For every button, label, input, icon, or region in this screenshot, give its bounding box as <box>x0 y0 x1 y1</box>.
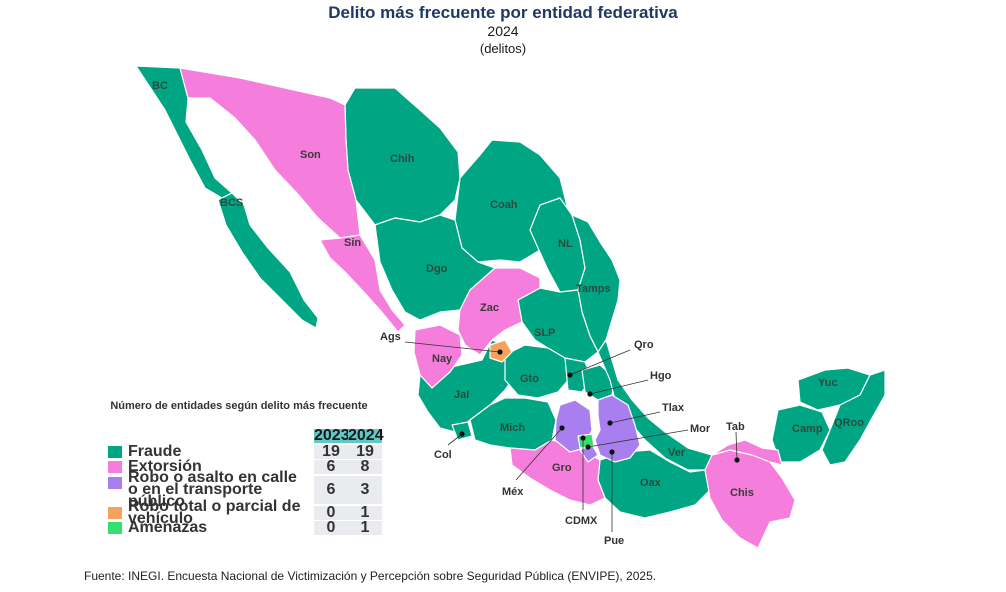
legend-title: Número de entidades según delito más fre… <box>110 400 368 412</box>
legend-swatch-robo-vehiculo <box>108 507 122 519</box>
legend-label: Extorsión <box>128 458 202 475</box>
callout-label: Tab <box>726 421 745 433</box>
legend-value: 6 <box>314 459 348 475</box>
map-label: Jal <box>454 389 469 401</box>
legend-label: Fraude <box>128 443 182 460</box>
legend-label: Robo o asalto en calle o en el transport… <box>128 469 297 510</box>
callout-label: CDMX <box>565 515 598 527</box>
callout-label: Pue <box>604 535 624 547</box>
map-label: Dgo <box>426 263 448 275</box>
state-col <box>451 421 473 441</box>
legend-value: 3 <box>348 476 382 504</box>
state-nay <box>413 324 463 389</box>
map-label: Oax <box>640 477 662 489</box>
map-label: QRoo <box>834 417 864 429</box>
legend-value: 0 <box>314 505 348 521</box>
map-label: SLP <box>534 327 555 339</box>
map-label: Coah <box>490 199 518 211</box>
callout-label: Qro <box>634 339 654 351</box>
map-label: Son <box>300 149 321 161</box>
map-label: Chih <box>390 153 415 165</box>
map-label: NL <box>558 238 573 250</box>
legend-swatch-fraude <box>108 446 122 458</box>
callout-label: Col <box>434 449 452 461</box>
legend-value: 8 <box>348 459 382 475</box>
chart-unit: (delitos) <box>479 41 527 56</box>
legend-swatch-amenazas <box>108 522 122 534</box>
chart-title: Delito más frecuente por entidad federat… <box>328 3 678 22</box>
map-label: Tamps <box>576 283 611 295</box>
legend-label: Amenazas <box>128 519 208 536</box>
state-oax <box>597 449 711 519</box>
map-label: Gto <box>520 373 539 385</box>
callout-label: Mor <box>690 423 711 435</box>
legend-row: Extorsión <box>108 458 380 475</box>
map-label: BCS <box>220 197 243 209</box>
legend-value: 1 <box>348 505 382 521</box>
callout-label: Méx <box>502 486 524 498</box>
map-label: Nay <box>432 353 453 365</box>
map-label: Yuc <box>818 377 838 389</box>
state-camp <box>771 404 831 463</box>
map-label: Ver <box>668 447 686 459</box>
legend-row: Robo total o parcial de vehículo <box>108 499 380 527</box>
map-label: Sin <box>344 237 361 249</box>
legend-row: Robo o asalto en calle o en el transport… <box>108 470 380 510</box>
state-gro <box>509 439 606 506</box>
state-qroo <box>821 369 886 466</box>
map-label: Gro <box>552 462 572 474</box>
legend-col-2023: 2023 <box>314 427 350 444</box>
map-label: Mich <box>500 422 525 434</box>
legend-label: Robo total o parcial de vehículo <box>128 498 301 527</box>
legend-swatch-robo-asalto <box>108 477 122 489</box>
callout-label: Tlax <box>662 402 685 414</box>
map-label: BC <box>152 80 168 92</box>
legend-value: 6 <box>314 476 348 504</box>
state-mich <box>469 397 557 451</box>
state-son <box>179 67 361 239</box>
state-sin <box>319 234 406 333</box>
legend-value: 0 <box>314 520 348 536</box>
callout-labels: Ags Qro Hgo Tlax Mor Tab Col Méx CDMX Pu… <box>380 331 745 547</box>
state-bcs <box>217 192 319 329</box>
map-label: Zac <box>480 302 499 314</box>
callout-lines <box>404 341 738 532</box>
legend-row: Fraude <box>108 443 380 460</box>
callout-label: Ags <box>380 331 401 343</box>
map-label: Camp <box>792 423 823 435</box>
legend-value: 1 <box>348 520 382 536</box>
callout-label: Hgo <box>650 370 672 382</box>
chart-year: 2024 <box>487 23 519 39</box>
state-pue <box>594 394 641 463</box>
legend-swatch-extorsion <box>108 461 122 473</box>
map-label: Chis <box>730 487 754 499</box>
legend-value: 19 <box>348 444 382 460</box>
legend: Número de entidades según delito más fre… <box>108 399 380 417</box>
source-note: Fuente: INEGI. Encuesta Nacional de Vict… <box>84 569 657 583</box>
state-jal <box>417 339 521 433</box>
state-zac <box>457 267 541 356</box>
state-gto <box>504 344 571 399</box>
legend-value: 19 <box>314 444 348 460</box>
legend-row: Amenazas <box>108 519 380 536</box>
legend-col-2024: 2024 <box>348 427 384 444</box>
map-labels: BC Son Chih BCS Coah Sin Dgo NL Tamps Za… <box>152 80 864 499</box>
callout-dots <box>459 349 740 463</box>
